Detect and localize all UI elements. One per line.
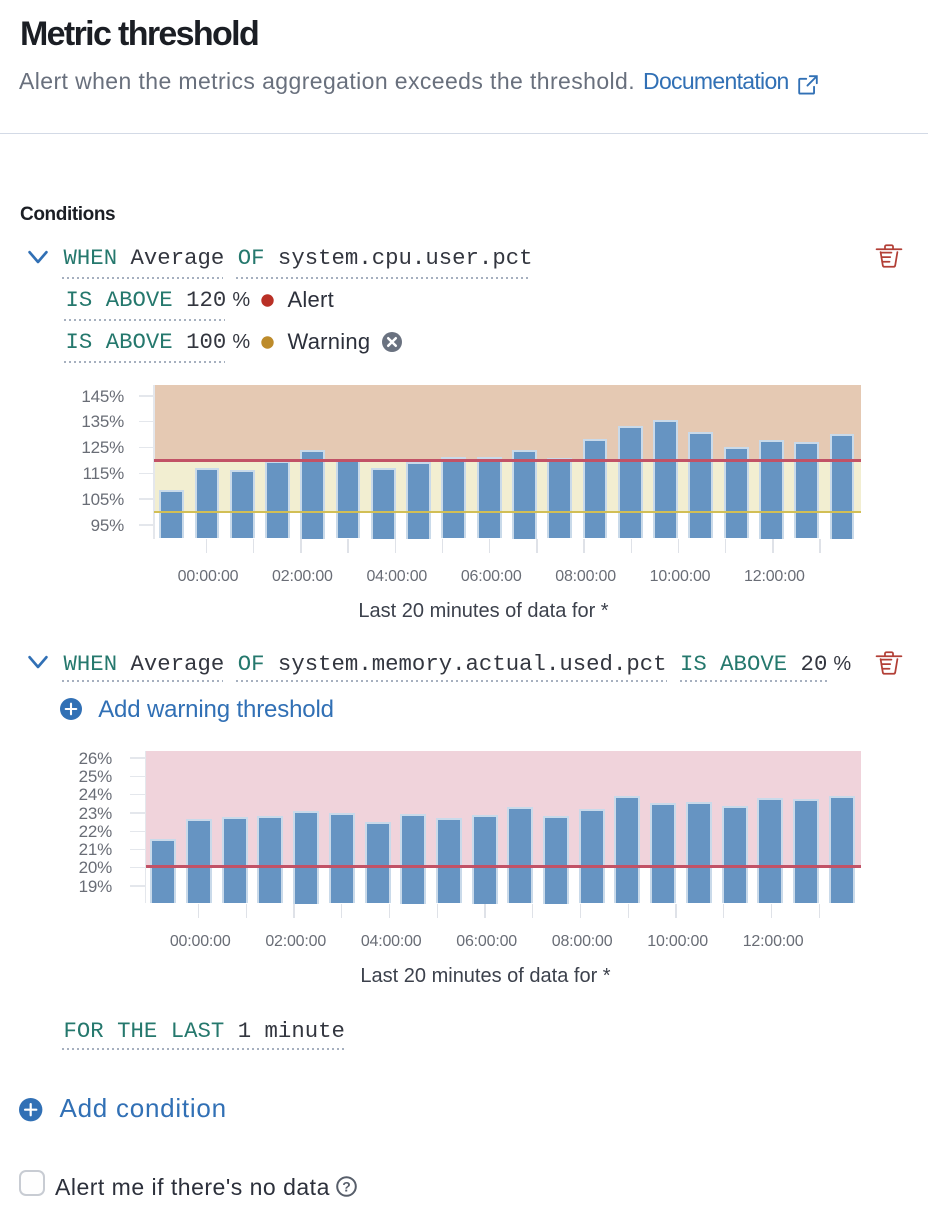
svg-text:?: ? — [343, 1178, 352, 1194]
